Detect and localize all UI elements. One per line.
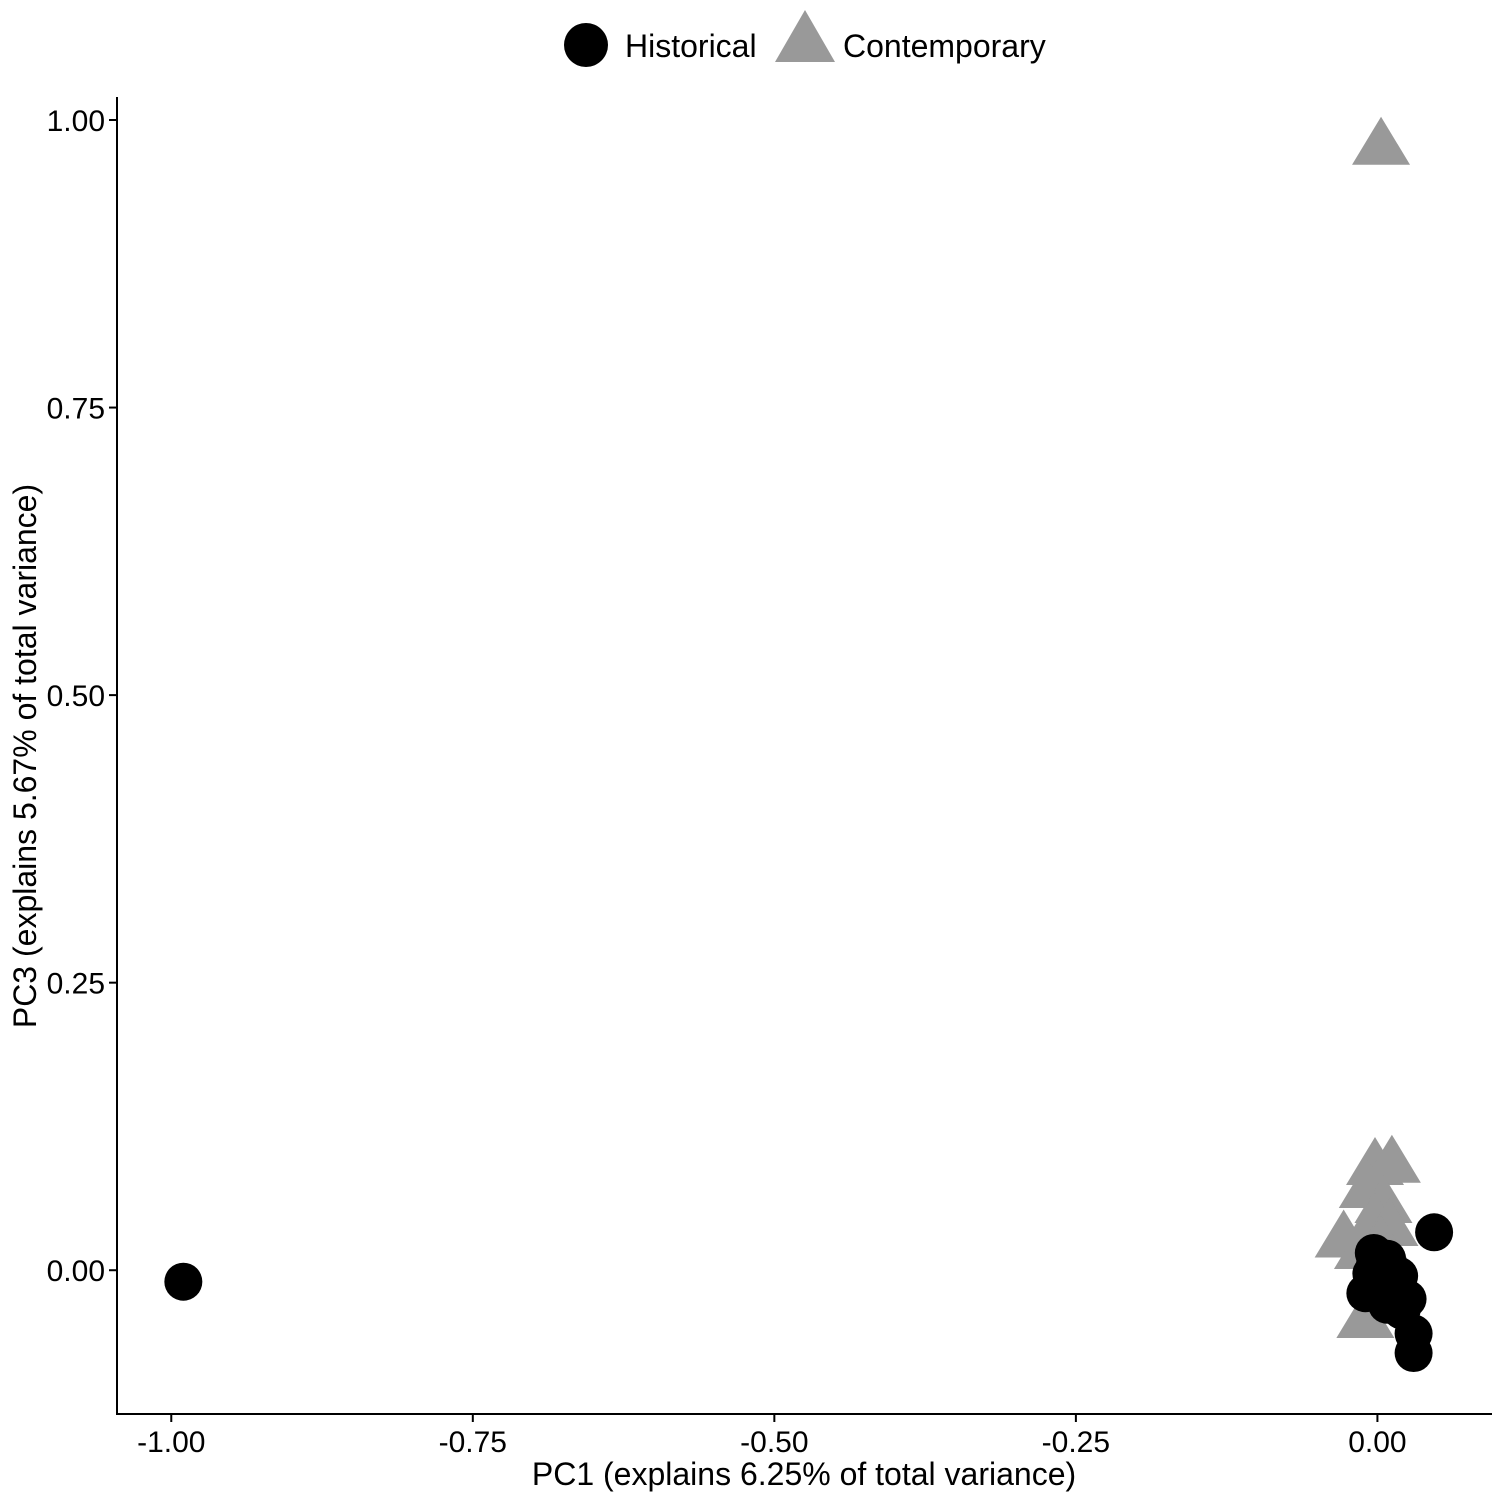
y-tick-label: 1.00 bbox=[47, 105, 105, 138]
x-tick-label: -0.25 bbox=[1042, 1426, 1110, 1459]
historical-point bbox=[164, 1262, 203, 1301]
legend-label-historical: Historical bbox=[625, 28, 757, 64]
y-tick-label: 0.75 bbox=[47, 393, 105, 426]
contemporary-point bbox=[1336, 1289, 1395, 1338]
data-points bbox=[164, 116, 1454, 1373]
x-axis-title: PC1 (explains 6.25% of total variance) bbox=[532, 1456, 1076, 1492]
x-tick-label: 0.00 bbox=[1348, 1426, 1406, 1459]
y-axis-ticks: 0.00 0.25 0.50 0.75 1.00 bbox=[47, 105, 117, 1288]
legend-label-contemporary: Contemporary bbox=[843, 28, 1046, 64]
x-tick-label: -0.75 bbox=[439, 1426, 507, 1459]
legend-circle-icon bbox=[564, 23, 608, 67]
legend-triangle-icon bbox=[775, 10, 835, 62]
historical-point bbox=[1415, 1213, 1454, 1252]
contemporary-point bbox=[1352, 116, 1411, 165]
y-tick-label: 0.00 bbox=[47, 1255, 105, 1288]
y-tick-label: 0.50 bbox=[47, 680, 105, 713]
x-axis-ticks: -1.00 -0.75 -0.50 -0.25 0.00 bbox=[137, 1414, 1407, 1459]
x-tick-label: -1.00 bbox=[137, 1426, 205, 1459]
y-axis-title: PC3 (explains 5.67% of total variance) bbox=[7, 484, 43, 1028]
historical-point bbox=[1394, 1334, 1433, 1373]
legend: Historical Contemporary bbox=[564, 10, 1046, 67]
contemporary-point bbox=[1362, 1134, 1421, 1183]
x-tick-label: -0.50 bbox=[740, 1426, 808, 1459]
y-tick-label: 0.25 bbox=[47, 968, 105, 1001]
